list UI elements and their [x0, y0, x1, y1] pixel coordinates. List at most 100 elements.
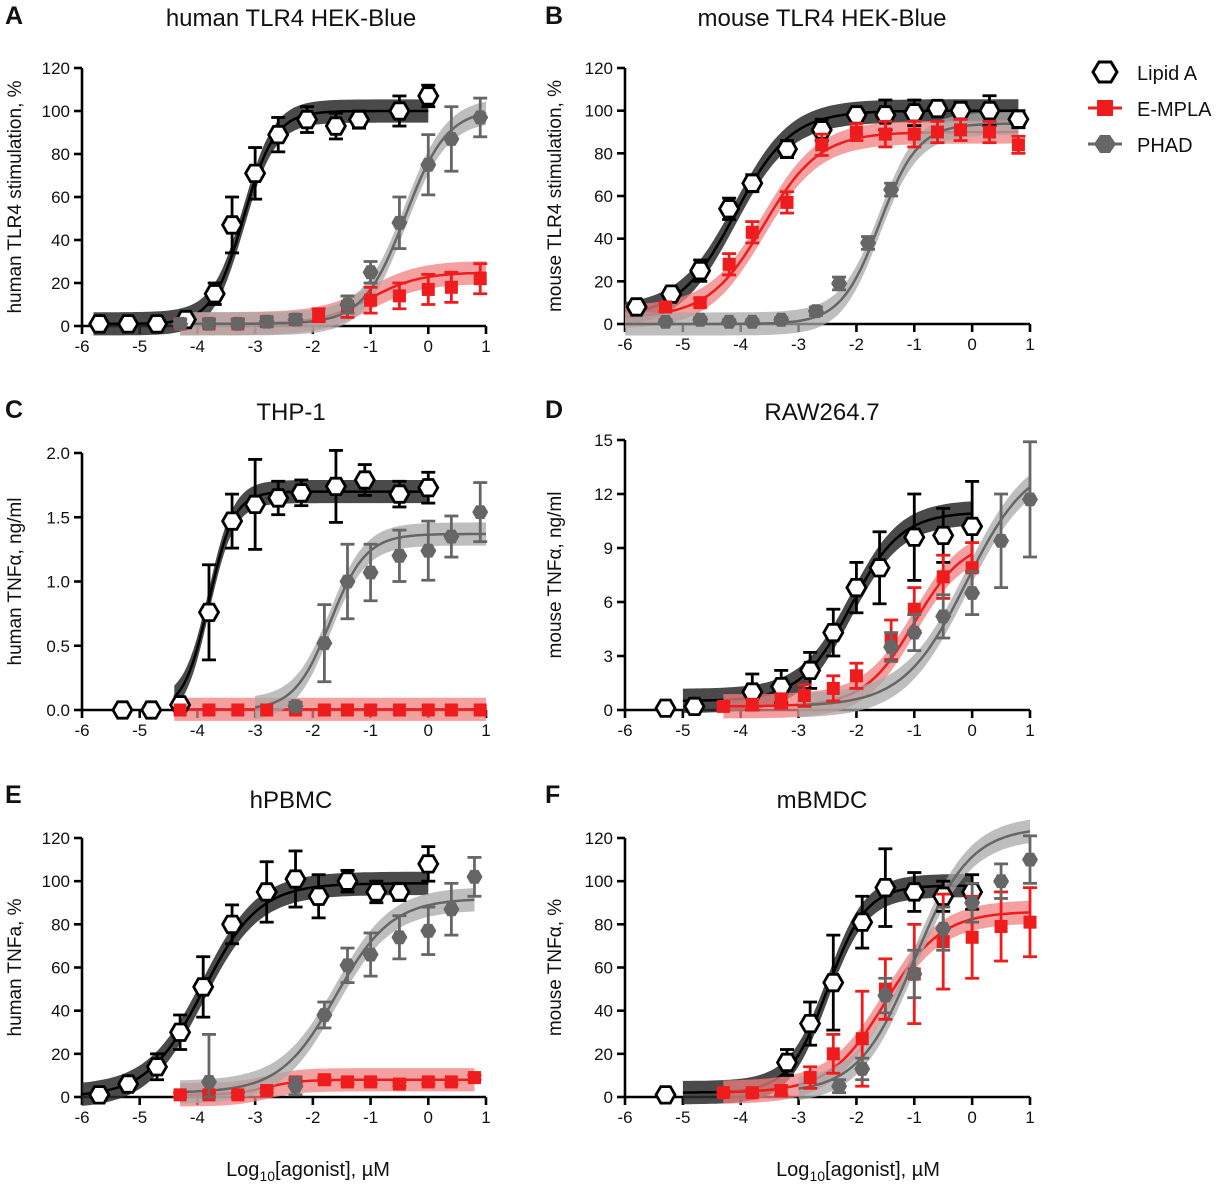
- data-point-lipid-a: [654, 1085, 677, 1105]
- marker-square: [745, 1086, 759, 1100]
- marker-hexagon: [744, 314, 761, 329]
- data-point-e-mpla: [930, 119, 945, 145]
- y-tick-label: 2.0: [46, 444, 70, 463]
- data-point-e-mpla: [953, 117, 968, 142]
- x-tick-label: -6: [74, 337, 89, 356]
- fit-curves: [173, 480, 487, 721]
- y-tick-label: 40: [51, 1002, 70, 1021]
- y-tick-label: 0: [61, 317, 70, 336]
- y-tick-label: 100: [42, 872, 70, 891]
- marker-square: [745, 225, 759, 239]
- data-point-e-mpla: [1011, 134, 1026, 155]
- panel-title: mouse TLR4 HEK-Blue: [698, 5, 947, 32]
- data-point-lipid-a: [220, 903, 244, 946]
- marker-square: [421, 703, 435, 717]
- marker-hexagon: [420, 543, 437, 558]
- marker-square: [1023, 915, 1037, 929]
- marker-hexagon-open: [903, 882, 926, 902]
- data-point-phad: [860, 235, 876, 251]
- y-tick-label: 60: [51, 188, 70, 207]
- x-tick-label: -3: [791, 721, 806, 740]
- marker-hexagon-open: [145, 314, 169, 334]
- data-point-e-mpla: [340, 703, 354, 717]
- marker-hexagon: [883, 640, 900, 654]
- data-point-phad: [391, 914, 408, 961]
- y-tick-label: 80: [594, 144, 613, 163]
- x-tick-label: 0: [967, 1108, 976, 1127]
- y-tick-label: 1.0: [46, 573, 70, 592]
- data-point-lipid-a: [336, 868, 359, 894]
- marker-hexagon-open: [654, 1085, 677, 1105]
- marker-hexagon-open: [243, 494, 267, 514]
- marker-hexagon: [773, 312, 790, 327]
- data-point-phad: [935, 905, 952, 952]
- marker-square: [716, 699, 730, 713]
- panel-title: mBMDC: [777, 787, 868, 814]
- marker-hexagon: [201, 1075, 217, 1089]
- data-point-phad: [657, 314, 674, 329]
- marker-hexagon-open: [117, 314, 140, 334]
- data-markers: [654, 440, 1038, 718]
- marker-square: [173, 1088, 187, 1102]
- data-point-phad: [362, 542, 379, 603]
- marker-hexagon: [172, 316, 189, 331]
- data-point-e-mpla: [473, 703, 487, 717]
- marker-square: [392, 289, 406, 303]
- x-tick-label: -3: [248, 337, 263, 356]
- data-point-lipid-a: [388, 881, 411, 902]
- marker-hexagon-open: [88, 1085, 111, 1105]
- marker-square: [965, 930, 979, 944]
- x-tick-label: 0: [424, 337, 433, 356]
- data-point-phad: [258, 314, 275, 329]
- data-point-lipid-a: [417, 845, 440, 883]
- y-tick-label: 40: [51, 231, 70, 250]
- data-point-lipid-a: [654, 698, 677, 718]
- marker-hexagon-open: [284, 869, 307, 889]
- x-axis-label-right: Log10[agonist], µM: [776, 1159, 940, 1184]
- y-tick-label: 60: [51, 959, 70, 978]
- marker-hexagon-open: [949, 101, 972, 121]
- marker-hexagon: [860, 236, 876, 250]
- x-tick-label: -1: [363, 721, 378, 740]
- x-tick-label: 0: [967, 721, 976, 740]
- data-point-phad: [466, 856, 483, 898]
- data-point-e-mpla: [849, 122, 864, 142]
- marker-square: [364, 293, 378, 307]
- marker-square: [260, 1084, 274, 1098]
- marker-hexagon: [201, 316, 217, 331]
- marker-hexagon: [287, 1079, 304, 1094]
- y-tick-label: 60: [594, 959, 613, 978]
- marker-hexagon-open: [220, 511, 244, 531]
- data-point-e-mpla: [421, 1075, 436, 1089]
- data-point-e-mpla: [363, 285, 378, 315]
- marker-hexagon-open: [347, 110, 371, 130]
- data-point-phad: [391, 528, 408, 583]
- data-point-e-mpla: [1023, 886, 1037, 959]
- panel-title: hPBMC: [250, 787, 333, 814]
- data-point-lipid-a: [845, 561, 868, 615]
- y-tick-label: 0.5: [46, 637, 70, 656]
- marker-square: [421, 1075, 435, 1089]
- data-point-lipid-a: [660, 284, 683, 304]
- data-point-e-mpla: [392, 703, 406, 717]
- data-point-e-mpla: [421, 703, 435, 717]
- data-point-lipid-a: [845, 105, 868, 125]
- data-point-phad: [692, 312, 709, 327]
- marker-hexagon: [443, 529, 460, 544]
- marker-hexagon-open: [903, 527, 926, 547]
- data-point-phad: [443, 514, 460, 559]
- x-tick-label: 1: [481, 721, 490, 740]
- marker-square: [444, 1075, 458, 1089]
- fit-curve-e-mpla: [723, 911, 1031, 1094]
- legend-marker-lipid-a: [1091, 60, 1119, 84]
- data-point-e-mpla: [907, 119, 922, 149]
- marker-hexagon: [229, 316, 246, 331]
- data-point-lipid-a: [822, 933, 845, 1032]
- data-point-phad: [721, 314, 738, 329]
- x-tick-label: -6: [617, 335, 632, 354]
- data-point-phad: [316, 1000, 333, 1030]
- marker-hexagon-open: [290, 483, 313, 503]
- marker-hexagon: [316, 636, 333, 651]
- marker-hexagon: [391, 548, 408, 563]
